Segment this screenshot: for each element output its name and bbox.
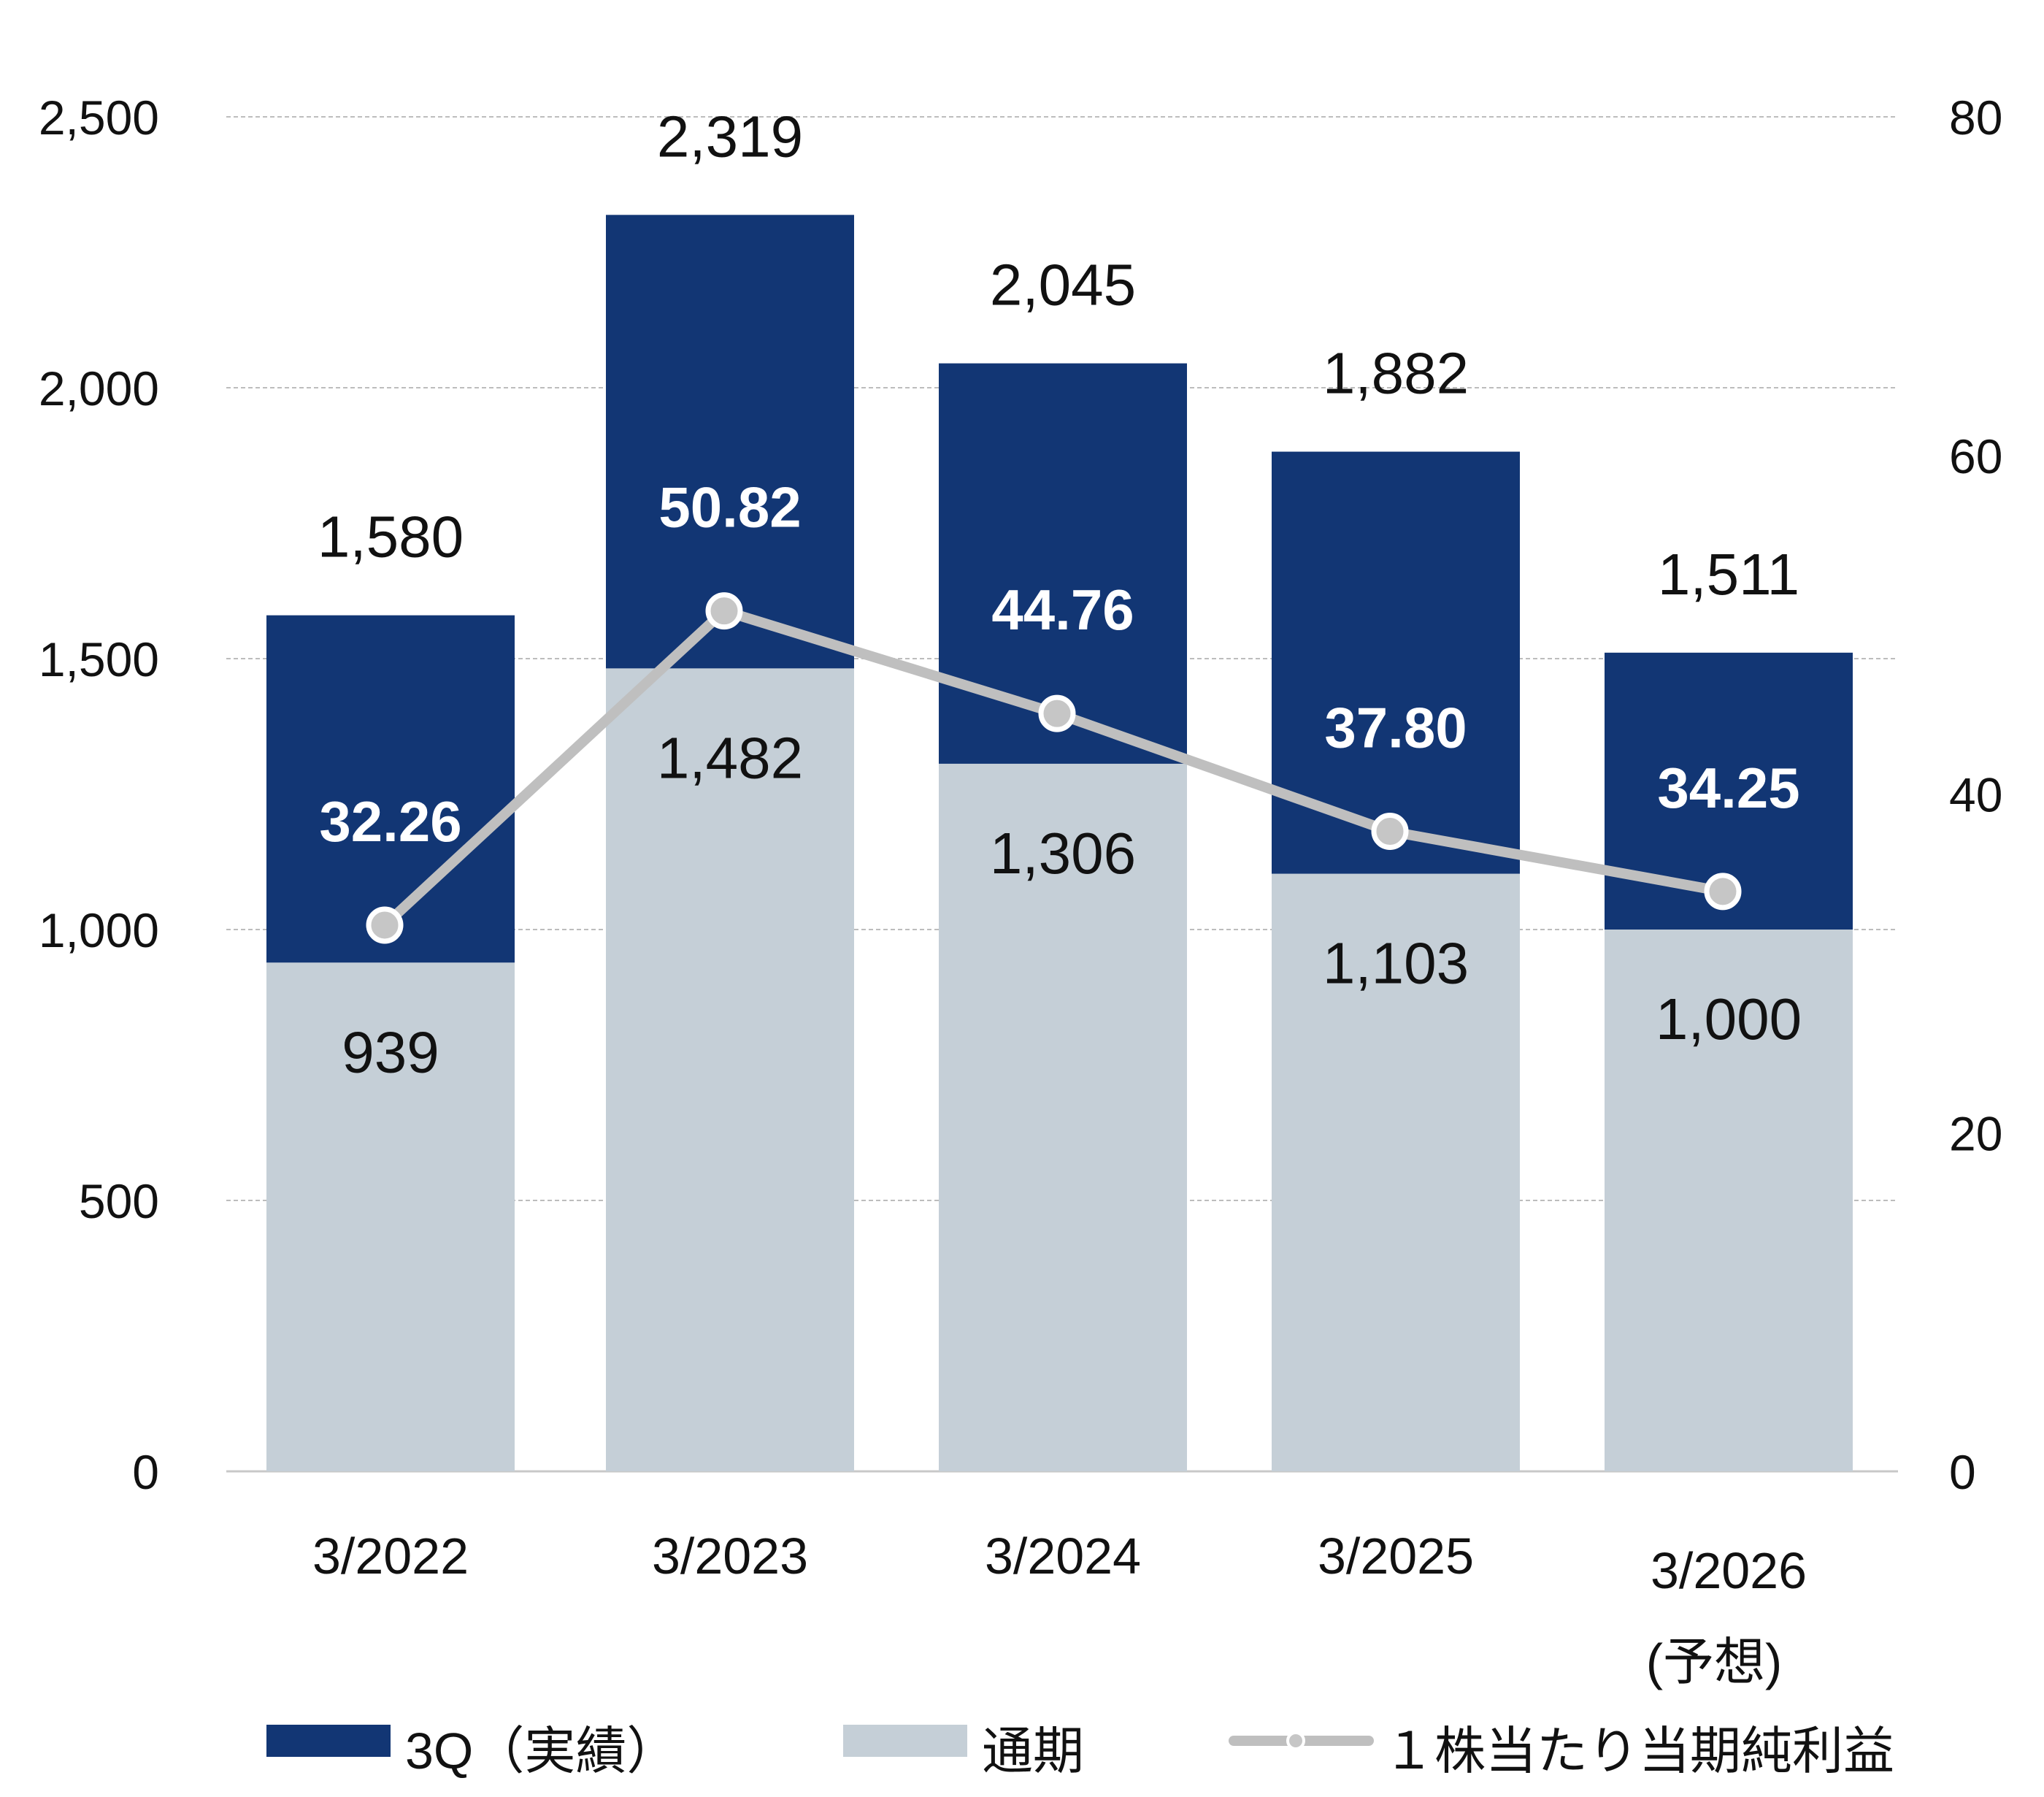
bar-full-year [606, 668, 854, 1472]
eps-label: 32.26 [319, 789, 461, 854]
eps-label: 34.25 [1657, 756, 1799, 820]
left-tick-label: 1,000 [39, 903, 159, 957]
right-axis: 0 20 40 60 80 [1949, 91, 2002, 1499]
total-label: 2,045 [990, 253, 1136, 318]
full-year-label: 1,103 [1323, 931, 1469, 996]
right-tick-label: 60 [1949, 429, 2002, 483]
bar-3q [606, 215, 854, 669]
bar-3q [266, 615, 515, 963]
category-label: 3/2026 [1651, 1542, 1807, 1599]
right-tick-label: 0 [1949, 1445, 1976, 1499]
eps-label: 50.82 [658, 475, 801, 540]
bars [266, 215, 1853, 1472]
left-axis: 0 500 1,000 1,500 2,000 2,500 [39, 91, 159, 1499]
left-tick-label: 1,500 [39, 632, 159, 686]
total-label: 1,511 [1658, 542, 1799, 607]
eps-point [1704, 873, 1742, 911]
data-labels: 1,580 939 32.26 2,319 1,482 50.82 2,045 1,306 44… [318, 104, 1802, 1084]
bar-full-year [1605, 930, 1853, 1471]
total-label: 2,319 [657, 104, 803, 169]
right-tick-label: 80 [1949, 91, 2002, 145]
legend-label-eps: １株当たり当期純利益 [1383, 1723, 1894, 1779]
legend-swatch-3q [266, 1725, 391, 1757]
category-label: 3/2022 [312, 1528, 469, 1585]
bar-full-year [1272, 873, 1520, 1471]
full-year-label: 939 [342, 1019, 439, 1084]
category-axis: 3/2022 3/2023 3/2024 3/2025 3/2026 (予想) [312, 1528, 1807, 1690]
total-label: 1,882 [1323, 341, 1469, 406]
eps-label: 37.80 [1324, 696, 1467, 760]
eps-point [1371, 813, 1409, 851]
left-tick-label: 0 [132, 1445, 159, 1499]
legend-label-3q: 3Q（実績） [405, 1723, 677, 1779]
eps-line [366, 592, 1742, 944]
category-note: (予想) [1646, 1633, 1783, 1690]
left-tick-label: 2,000 [39, 361, 159, 415]
eps-point [1038, 694, 1076, 732]
full-year-label: 1,482 [657, 725, 803, 790]
legend-swatch-full-year [843, 1725, 967, 1757]
total-label: 1,580 [318, 505, 464, 570]
bar-full-year [266, 962, 515, 1471]
eps-point [705, 592, 743, 630]
bar-full-year [939, 763, 1187, 1471]
eps-point [366, 906, 404, 944]
left-tick-label: 2,500 [39, 91, 159, 145]
legend: 3Q（実績） 通期 １株当たり当期純利益 [266, 1723, 1894, 1779]
right-tick-label: 20 [1949, 1106, 2002, 1160]
full-year-label: 1,306 [990, 821, 1136, 886]
category-label: 3/2024 [985, 1528, 1141, 1585]
category-label: 3/2023 [652, 1528, 808, 1585]
left-tick-label: 500 [79, 1174, 159, 1228]
legend-marker-eps [1286, 1731, 1305, 1750]
full-year-label: 1,000 [1656, 986, 1802, 1051]
eps-label: 44.76 [991, 578, 1134, 642]
bar-3q [1272, 451, 1520, 874]
category-label: 3/2025 [1318, 1528, 1474, 1585]
legend-label-full-year: 通期 [982, 1723, 1084, 1779]
right-tick-label: 40 [1949, 768, 2002, 822]
